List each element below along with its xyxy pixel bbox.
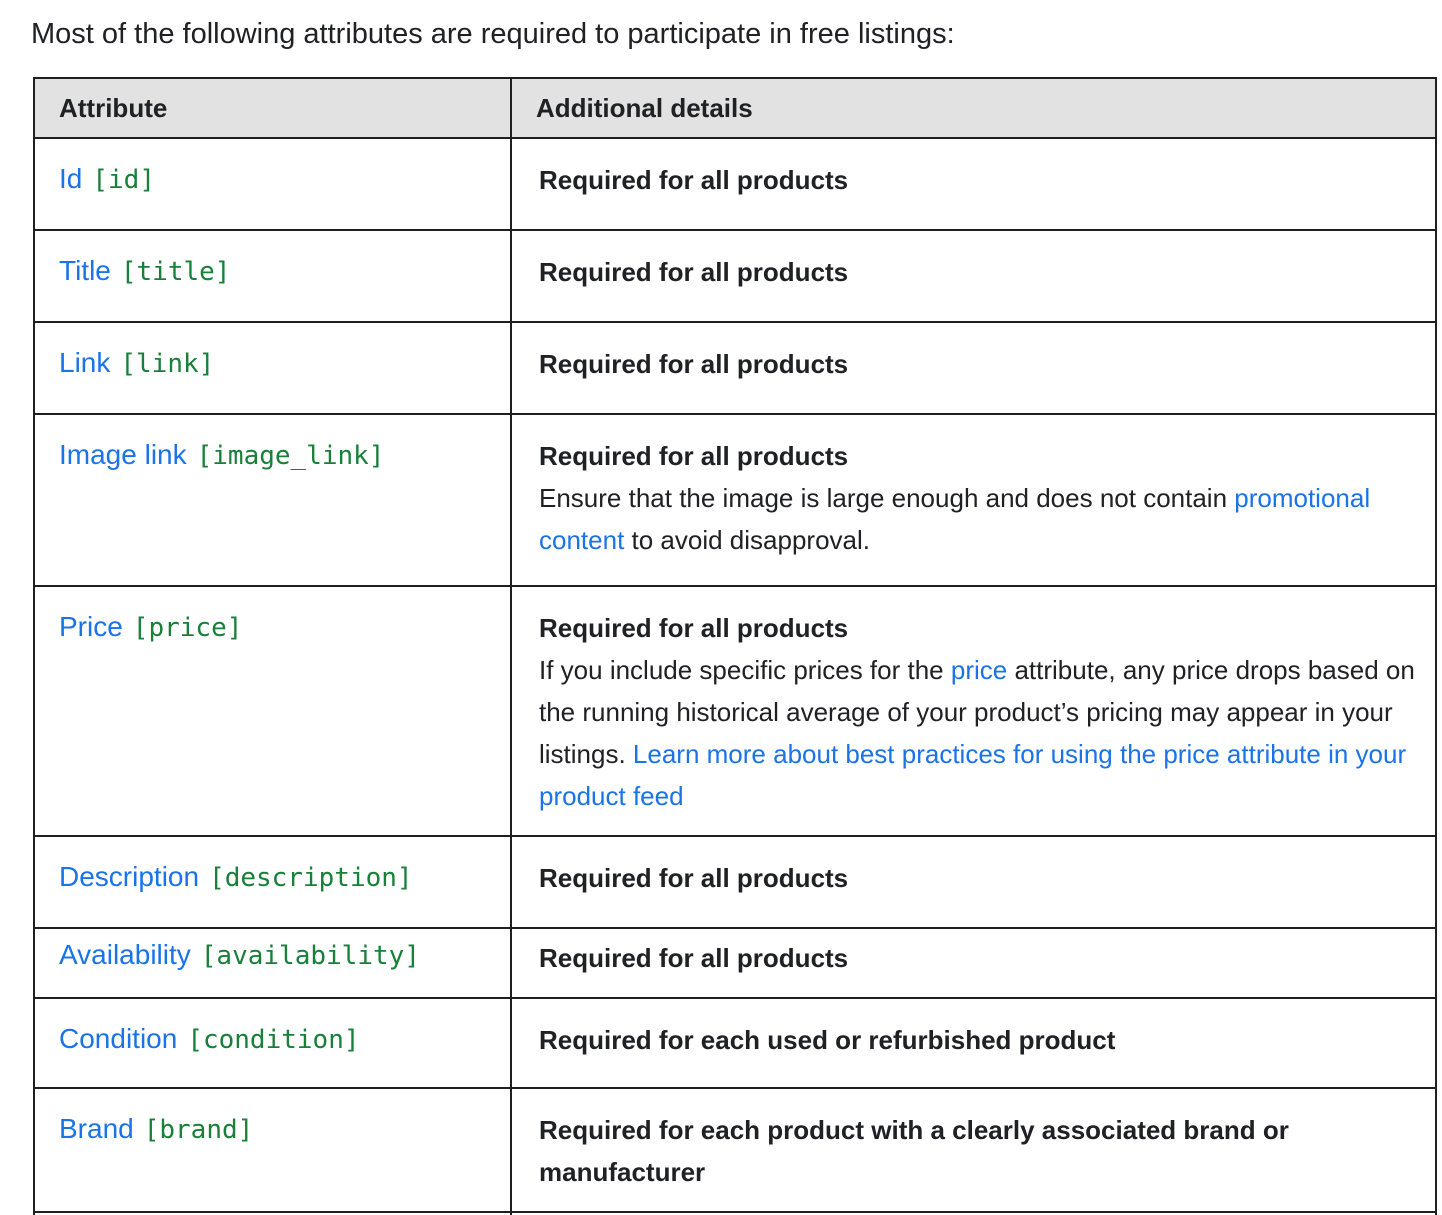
table-row: Gtin[gtin]Required for all products with… — [33, 1211, 1437, 1215]
details-cell-description: Required for all products — [510, 835, 1437, 929]
attribute-link-id[interactable]: Id — [59, 163, 83, 194]
details-text: Ensure that the image is large enough an… — [539, 477, 1415, 561]
details-cell-availability: Required for all products — [510, 927, 1437, 999]
details-cell-image-link: Required for all products Ensure that the… — [510, 413, 1437, 587]
attribute-code-availability: [availability] — [200, 941, 420, 971]
attribute-code-image-link: [image_link] — [196, 441, 385, 471]
page: Most of the following attributes are req… — [0, 14, 1442, 1215]
attribute-code-price: [price] — [132, 613, 243, 643]
attributes-table: Attribute Additional details Id [id] Requi… — [33, 77, 1437, 1215]
attribute-link-price[interactable]: Price — [59, 611, 123, 642]
attribute-cell-availability: Availability [availability] — [33, 927, 512, 999]
details-text-segment: Ensure that the image is large enough an… — [539, 483, 1235, 513]
attribute-link-image-link[interactable]: Image link — [59, 439, 187, 470]
table-header-row: Attribute Additional details — [33, 77, 1437, 139]
details-heading: Required for all products — [539, 349, 849, 379]
attribute-cell-condition: Condition [condition] — [33, 997, 512, 1089]
details-cell-title: Required for all products — [510, 229, 1437, 323]
inline-link[interactable]: Learn more about best practices for usin… — [539, 739, 1407, 811]
table-row: Id [id] Required for all products — [33, 137, 1437, 231]
attribute-link-description[interactable]: Description — [59, 861, 200, 892]
details-heading: Required for all products — [539, 441, 849, 471]
details-text-segment: to avoid disapproval. — [624, 525, 871, 555]
details-heading: Required for all products — [539, 165, 849, 195]
attribute-cell-link: Link [link] — [33, 321, 512, 415]
details-text-segment: attribute, any price drops based on the … — [539, 655, 1415, 769]
attribute-link-title[interactable]: Title — [59, 255, 111, 286]
details-cell-link: Required for all products — [510, 321, 1437, 415]
details-cell-id: Required for all products — [510, 137, 1437, 231]
details-heading: Required for all products — [539, 943, 849, 973]
attribute-cell-price: Price [price] — [33, 585, 512, 837]
table-row: Title [title] Required for all products — [33, 229, 1437, 323]
attribute-link-link[interactable]: Link — [59, 347, 111, 378]
table-row: Price [price] Required for all products If … — [33, 585, 1437, 837]
table-row: Link [link] Required for all products — [33, 321, 1437, 415]
attribute-link-condition[interactable]: Condition — [59, 1023, 178, 1054]
details-heading: Required for all products — [539, 257, 849, 287]
details-cell-brand: Required for each product with a clearly… — [510, 1087, 1437, 1213]
table-row: Condition [condition] Required for each us… — [33, 997, 1437, 1089]
details-cell-price: Required for all products If you include … — [510, 585, 1437, 837]
attribute-cell-title: Title [title] — [33, 229, 512, 323]
attribute-code-description: [description] — [209, 863, 413, 893]
details-heading: Required for all products — [539, 863, 849, 893]
attribute-code-id: [id] — [92, 165, 155, 195]
inline-link[interactable]: price — [950, 655, 1008, 685]
column-header-attribute: Attribute — [33, 77, 512, 139]
details-cell-condition: Required for each used or refurbished pr… — [510, 997, 1437, 1089]
table-row: Image link [image_link] Required for all p… — [33, 413, 1437, 587]
details-text-segment: If you include specific prices for the — [539, 655, 951, 685]
attribute-link-brand[interactable]: Brand — [59, 1113, 134, 1144]
inline-link[interactable]: promotional content — [539, 483, 1371, 555]
table-row: Availability [availability] Required for a… — [33, 927, 1437, 999]
details-heading: Required for each used or refurbished pr… — [539, 1025, 1116, 1055]
intro-text: Most of the following attributes are req… — [31, 18, 955, 50]
attribute-cell-gtin: Gtin[gtin] — [33, 1211, 512, 1215]
attribute-code-link: [link] — [120, 349, 215, 379]
attribute-code-condition: [condition] — [187, 1025, 360, 1055]
attribute-link-availability[interactable]: Availability — [59, 939, 191, 970]
column-header-additional-details: Additional details — [510, 77, 1437, 139]
attribute-cell-image-link: Image link [image_link] — [33, 413, 512, 587]
attribute-cell-description: Description [description] — [33, 835, 512, 929]
attribute-code-brand: [brand] — [143, 1115, 254, 1145]
table-row: Description [description] Required for all… — [33, 835, 1437, 929]
table-row: Brand [brand] Required for each product wi… — [33, 1087, 1437, 1213]
details-heading: Required for each product with a clearly… — [539, 1115, 1289, 1187]
details-cell-gtin: Required for all products with a GTIN as… — [510, 1211, 1437, 1215]
attribute-cell-brand: Brand [brand] — [33, 1087, 512, 1213]
attribute-cell-id: Id [id] — [33, 137, 512, 231]
details-text: If you include specific prices for the p… — [539, 649, 1415, 817]
attribute-code-title: [title] — [120, 257, 231, 287]
details-heading: Required for all products — [539, 613, 849, 643]
